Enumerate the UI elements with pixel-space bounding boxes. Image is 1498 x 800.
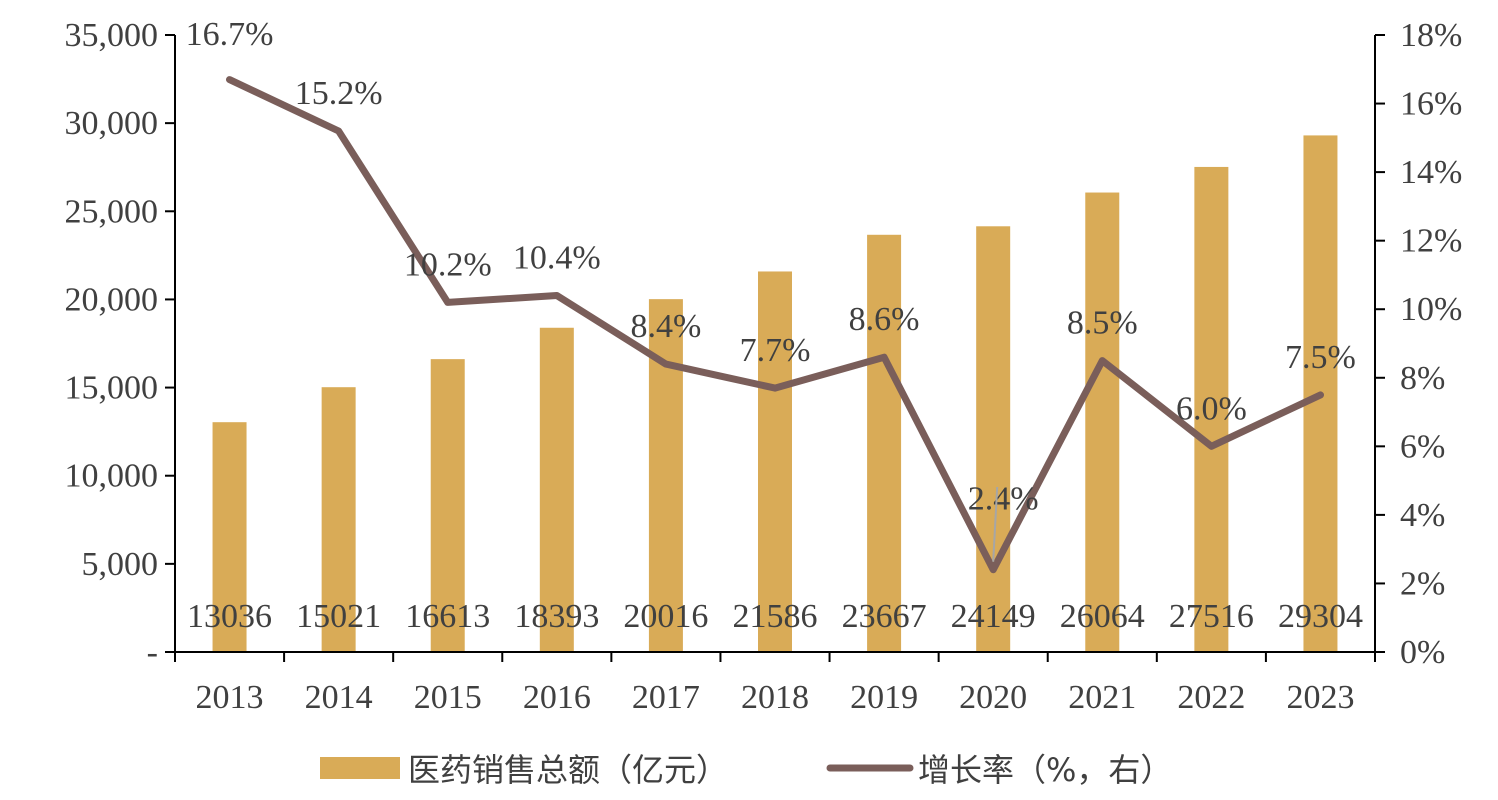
x-tick-label: 2017 [632, 679, 700, 716]
line-value-label: 16.7% [186, 16, 274, 53]
bar-value-label: 18393 [514, 598, 599, 635]
line-value-label: 8.5% [1067, 305, 1138, 342]
y-left-tick-label: 30,000 [65, 105, 159, 142]
bar-value-label: 26064 [1060, 598, 1145, 635]
bar [212, 422, 247, 652]
y-left-tick-label: 20,000 [65, 281, 159, 318]
axes: - 5,000 10,000 15,000 20,000 25,000 30,000 35,0… [65, 17, 1463, 716]
legend-label-bar: 医药销售总额（亿元） [408, 751, 728, 789]
bar-value-label: 20016 [623, 598, 708, 635]
bar-value-label: 21586 [733, 598, 818, 635]
y-left-tick-label: 15,000 [65, 370, 159, 407]
y-right-tick-label: 18% [1400, 17, 1462, 54]
x-tick-label: 2014 [305, 679, 373, 716]
bar [321, 387, 356, 652]
line-value-label: 10.4% [513, 240, 601, 277]
bar-value-label: 24149 [951, 598, 1036, 635]
growth-rate-line [226, 76, 1324, 574]
x-tick-label: 2018 [741, 679, 809, 716]
y-right-tick-label: 16% [1400, 86, 1462, 123]
line-value-label: 8.6% [849, 301, 920, 338]
bar [1085, 192, 1120, 652]
bar-series [212, 135, 1338, 652]
y-left-tick-label: - [147, 634, 158, 671]
line-value-label: 15.2% [295, 75, 383, 112]
x-tick-label: 2019 [850, 679, 918, 716]
line-value-label: 7.5% [1285, 339, 1356, 376]
legend-label-line: 增长率（%，右） [918, 751, 1172, 789]
bar [867, 234, 902, 652]
y-right-tick-label: 8% [1400, 360, 1445, 397]
x-tick-label: 2021 [1068, 679, 1136, 716]
y-right-tick-label: 14% [1400, 154, 1462, 191]
bar [976, 226, 1011, 652]
y-right-tick-label: 12% [1400, 223, 1462, 260]
line-value-label: 10.2% [404, 246, 492, 283]
line-value-label: 8.4% [630, 308, 701, 345]
y-right-tick-label: 0% [1400, 634, 1445, 671]
y-left-tick-label: 25,000 [65, 193, 159, 230]
x-tick-label: 2015 [414, 679, 482, 716]
bar-value-label: 29304 [1278, 598, 1363, 635]
bar [1194, 166, 1229, 652]
x-tick-label: 2016 [523, 679, 591, 716]
bar-value-label: 27516 [1169, 598, 1254, 635]
bar-value-label: 16613 [405, 598, 490, 635]
x-tick-label: 2013 [196, 679, 264, 716]
y-left-tick-label: 5,000 [82, 546, 159, 583]
y-left-tick-label: 10,000 [65, 458, 159, 495]
legend-swatch-bar [320, 757, 400, 779]
line-series [226, 76, 1324, 574]
line-value-label: 7.7% [740, 332, 811, 369]
bar [539, 327, 574, 652]
bar-value-label: 15021 [296, 598, 381, 635]
label-leader-line [992, 486, 999, 562]
x-tick-label: 2022 [1177, 679, 1245, 716]
legend: 医药销售总额（亿元） 增长率（%，右） [320, 751, 1172, 789]
y-right-tick-label: 2% [1400, 565, 1445, 602]
x-tick-label: 2023 [1286, 679, 1354, 716]
bar-value-label: 13036 [187, 598, 272, 635]
y-right-tick-label: 10% [1400, 291, 1462, 328]
line-value-labels: 16.7% 15.2% 10.2% 10.4% 8.4% 7.7% 8.6% 2.4% 8.5%… [186, 16, 1356, 562]
y-left-tick-label: 35,000 [65, 17, 159, 54]
line-value-label: 6.0% [1176, 390, 1247, 427]
bar [758, 271, 792, 652]
y-right-tick-label: 6% [1400, 428, 1445, 465]
y-right-tick-label: 4% [1400, 497, 1445, 534]
line-value-label: 2.4% [968, 481, 1039, 518]
bar [430, 359, 465, 652]
bar-value-labels: 13036 15021 16613 18393 20016 21586 23667 24149… [187, 598, 1363, 635]
x-tick-label: 2020 [959, 679, 1027, 716]
bar-value-label: 23667 [842, 598, 927, 635]
